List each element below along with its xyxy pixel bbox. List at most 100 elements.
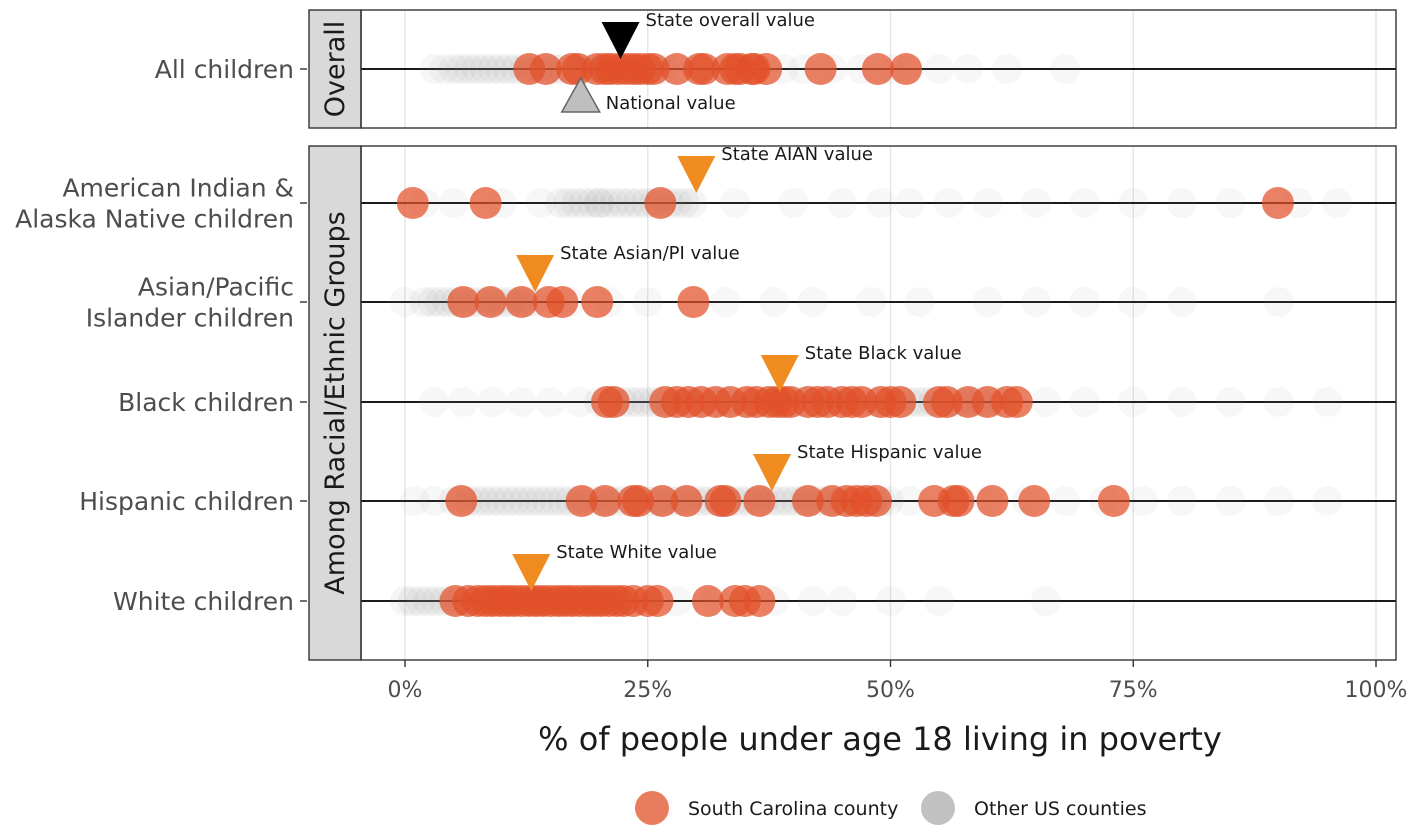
sc-county-dot	[1000, 386, 1033, 418]
data-row: State Asian/PI value Asian/PacificIslande…	[86, 243, 1396, 333]
strip-label: Overall	[320, 21, 351, 118]
other-county-dot	[1166, 387, 1197, 417]
sc-county-dot	[804, 53, 837, 85]
other-county-dot	[409, 287, 440, 317]
other-county-dot	[1312, 486, 1343, 516]
legend-swatch	[635, 791, 669, 825]
sc-county-dot	[565, 485, 598, 517]
sc-county-dot	[1018, 485, 1051, 517]
sc-county-dot	[743, 485, 776, 517]
national-value-marker	[560, 76, 602, 113]
national-value-label: National value	[606, 93, 736, 114]
other-county-dot	[461, 54, 492, 84]
row-label: Alaska Native children	[15, 205, 294, 234]
other-county-dot	[469, 486, 500, 516]
sc-county-dot	[1097, 485, 1130, 517]
other-county-dot	[485, 486, 516, 516]
sc-counties-group	[447, 286, 710, 318]
legend-swatch	[921, 791, 955, 825]
other-county-dot	[1215, 486, 1246, 516]
other-county-dot	[615, 188, 646, 218]
state-value-label: State AIAN value	[721, 144, 873, 165]
sc-county-dot	[646, 485, 679, 517]
other-county-dot	[469, 54, 500, 84]
other-county-dot	[1166, 486, 1197, 516]
data-row: State White value White children	[113, 542, 1396, 617]
strip-background	[308, 145, 362, 661]
x-axis: 0% 25% 50% 75% 100%	[388, 660, 1407, 703]
sc-county-dot	[859, 485, 892, 517]
other-county-dot	[924, 54, 955, 84]
panel: Overall State overall value National value…	[155, 9, 1397, 129]
other-county-dot	[632, 287, 663, 317]
other-county-dot	[539, 486, 570, 516]
state-value-marker	[512, 554, 551, 591]
other-county-dot	[454, 54, 485, 84]
other-county-dot	[413, 586, 444, 616]
sc-county-dot	[976, 485, 1009, 517]
other-county-dot	[856, 287, 887, 317]
other-county-dot	[419, 486, 450, 516]
other-county-dot	[576, 188, 607, 218]
sc-counties-group	[590, 386, 1033, 418]
state-value-label: State Asian/PI value	[560, 243, 740, 264]
other-county-dot	[390, 586, 420, 616]
row-label: Asian/Pacific	[138, 273, 294, 302]
state-value-marker	[753, 454, 792, 491]
state-value-marker	[760, 355, 799, 392]
sc-counties-group	[439, 585, 776, 617]
sc-county-dot	[750, 53, 783, 85]
other-county-dot	[1050, 54, 1081, 84]
sc-county-dot	[942, 485, 975, 517]
sc-counties-group	[445, 485, 1130, 517]
other-county-dot	[1263, 387, 1294, 417]
sc-county-dot	[861, 53, 894, 85]
other-county-dot	[797, 586, 828, 616]
other-county-dot	[485, 54, 516, 84]
other-county-dot	[523, 486, 554, 516]
other-county-dot	[446, 54, 477, 84]
row-label: Black children	[118, 388, 294, 417]
other-county-dot	[405, 586, 436, 616]
other-county-dot	[591, 188, 622, 218]
sc-county-dot	[688, 53, 721, 85]
other-county-dot	[500, 486, 531, 516]
other-county-dot	[492, 486, 523, 516]
other-county-dot	[560, 188, 591, 218]
data-row: State Hispanic value Hispanic children	[79, 442, 1396, 517]
other-county-dot	[904, 287, 935, 317]
sc-county-dot	[622, 485, 655, 517]
sc-county-dot	[529, 53, 562, 85]
legend: South Carolina county Other US counties	[635, 791, 1146, 825]
sc-county-dot	[670, 485, 703, 517]
other-county-dot	[758, 287, 789, 317]
state-value-marker	[677, 156, 716, 193]
other-county-dot	[564, 387, 595, 417]
other-county-dot	[1118, 287, 1149, 317]
data-row: State Black value Black children	[118, 343, 1396, 418]
other-county-dot	[669, 188, 700, 218]
row-label: American Indian &	[62, 174, 294, 203]
sc-county-dot	[589, 485, 622, 517]
state-value-label: State Hispanic value	[797, 442, 982, 463]
x-tick-label: 0%	[388, 678, 423, 703]
other-county-dot	[1215, 387, 1246, 417]
other-county-dot	[826, 188, 857, 218]
row-label: Islander children	[86, 304, 294, 333]
other-county-dot	[1127, 486, 1158, 516]
x-tick-label: 50%	[866, 678, 915, 703]
other-county-dot	[584, 188, 615, 218]
panels-layer: Overall State overall value National value…	[15, 9, 1397, 661]
other-county-dot	[1322, 188, 1353, 218]
sc-county-dot	[546, 286, 579, 318]
sc-county-dot	[505, 286, 538, 318]
other-county-dot	[1030, 387, 1061, 417]
sc-county-dot	[884, 386, 917, 418]
other-county-dot	[525, 188, 556, 218]
other-county-dot	[1118, 188, 1149, 218]
x-tick-label: 75%	[1109, 678, 1158, 703]
other-county-dot	[553, 188, 584, 218]
panel-border	[360, 9, 1397, 129]
sc-county-dot	[474, 286, 507, 318]
